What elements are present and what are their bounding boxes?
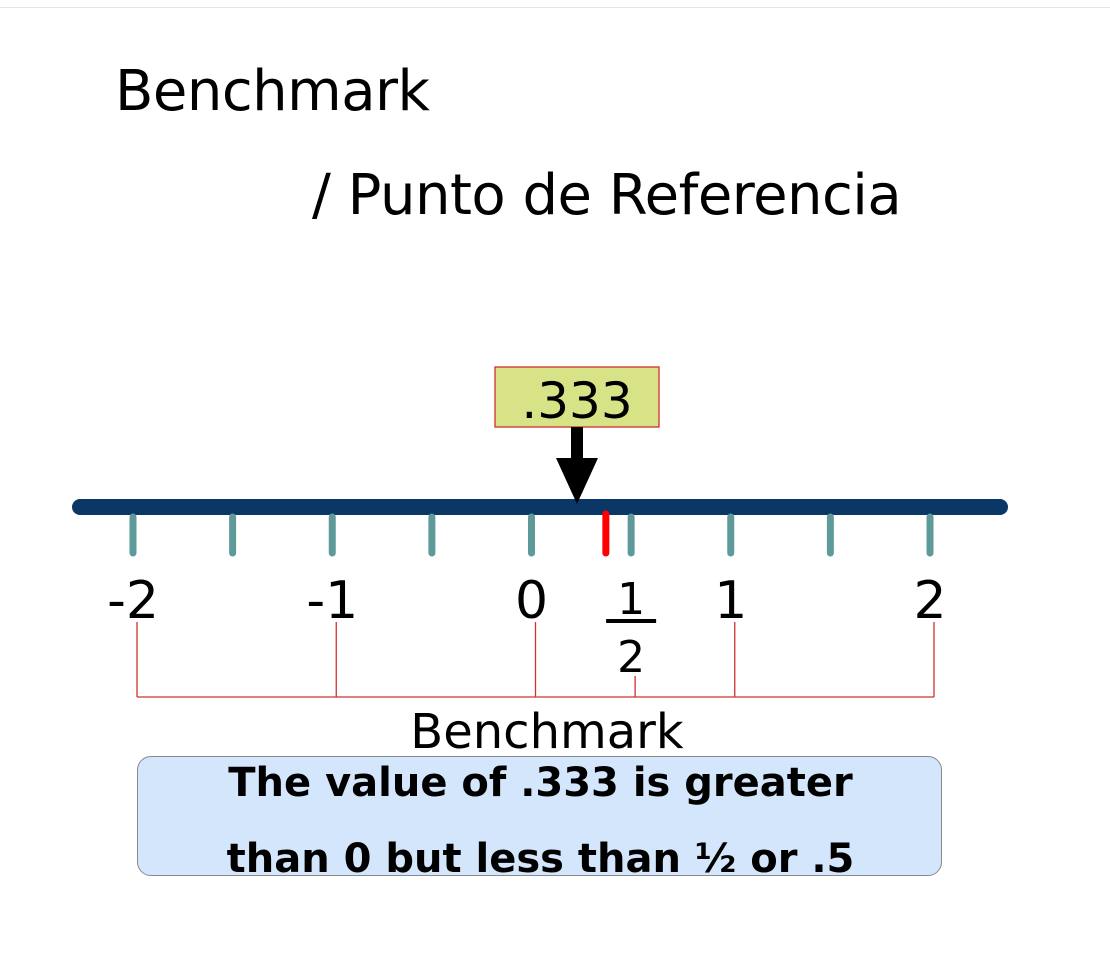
value-label: .333 bbox=[521, 372, 632, 430]
fraction-half-label: 1 2 bbox=[606, 574, 657, 683]
tick-label: -2 bbox=[107, 571, 159, 631]
arrow-head bbox=[556, 458, 598, 504]
benchmark-bracket bbox=[136, 622, 935, 698]
tick-label: 1 bbox=[714, 571, 747, 631]
tick-label: 0 bbox=[515, 571, 548, 631]
page-title: Benchmark bbox=[115, 59, 430, 124]
tick-label: 2 bbox=[913, 571, 946, 631]
number-line-labels: -2 -1 0 1 2 bbox=[107, 571, 946, 631]
explanation-box: The value of .333 is greater than 0 but … bbox=[137, 756, 942, 882]
fraction-numerator: 1 bbox=[617, 574, 645, 625]
explanation-line-2: than 0 but less than ½ or .5 bbox=[226, 836, 855, 882]
tick-label: -1 bbox=[306, 571, 358, 631]
page-subtitle: / Punto de Referencia bbox=[312, 163, 902, 228]
number-line-ticks bbox=[129, 513, 934, 557]
top-border bbox=[0, 7, 1110, 8]
benchmark-label: Benchmark bbox=[410, 704, 684, 760]
down-arrow-icon bbox=[556, 427, 598, 504]
fraction-denominator: 2 bbox=[617, 632, 645, 683]
explanation-line-1: The value of .333 is greater bbox=[228, 760, 853, 806]
